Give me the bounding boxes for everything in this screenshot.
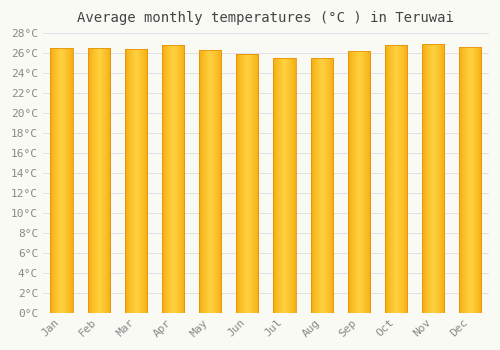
Bar <box>88 48 110 313</box>
Bar <box>310 58 333 313</box>
Bar <box>50 48 72 313</box>
Bar <box>459 47 481 313</box>
Bar <box>422 44 444 313</box>
Title: Average monthly temperatures (°C ) in Teruwai: Average monthly temperatures (°C ) in Te… <box>78 11 454 25</box>
Bar <box>385 45 407 313</box>
Bar <box>124 49 147 313</box>
Bar <box>236 54 258 313</box>
Bar <box>199 50 222 313</box>
Bar <box>162 45 184 313</box>
Bar <box>348 51 370 313</box>
Bar <box>274 58 295 313</box>
